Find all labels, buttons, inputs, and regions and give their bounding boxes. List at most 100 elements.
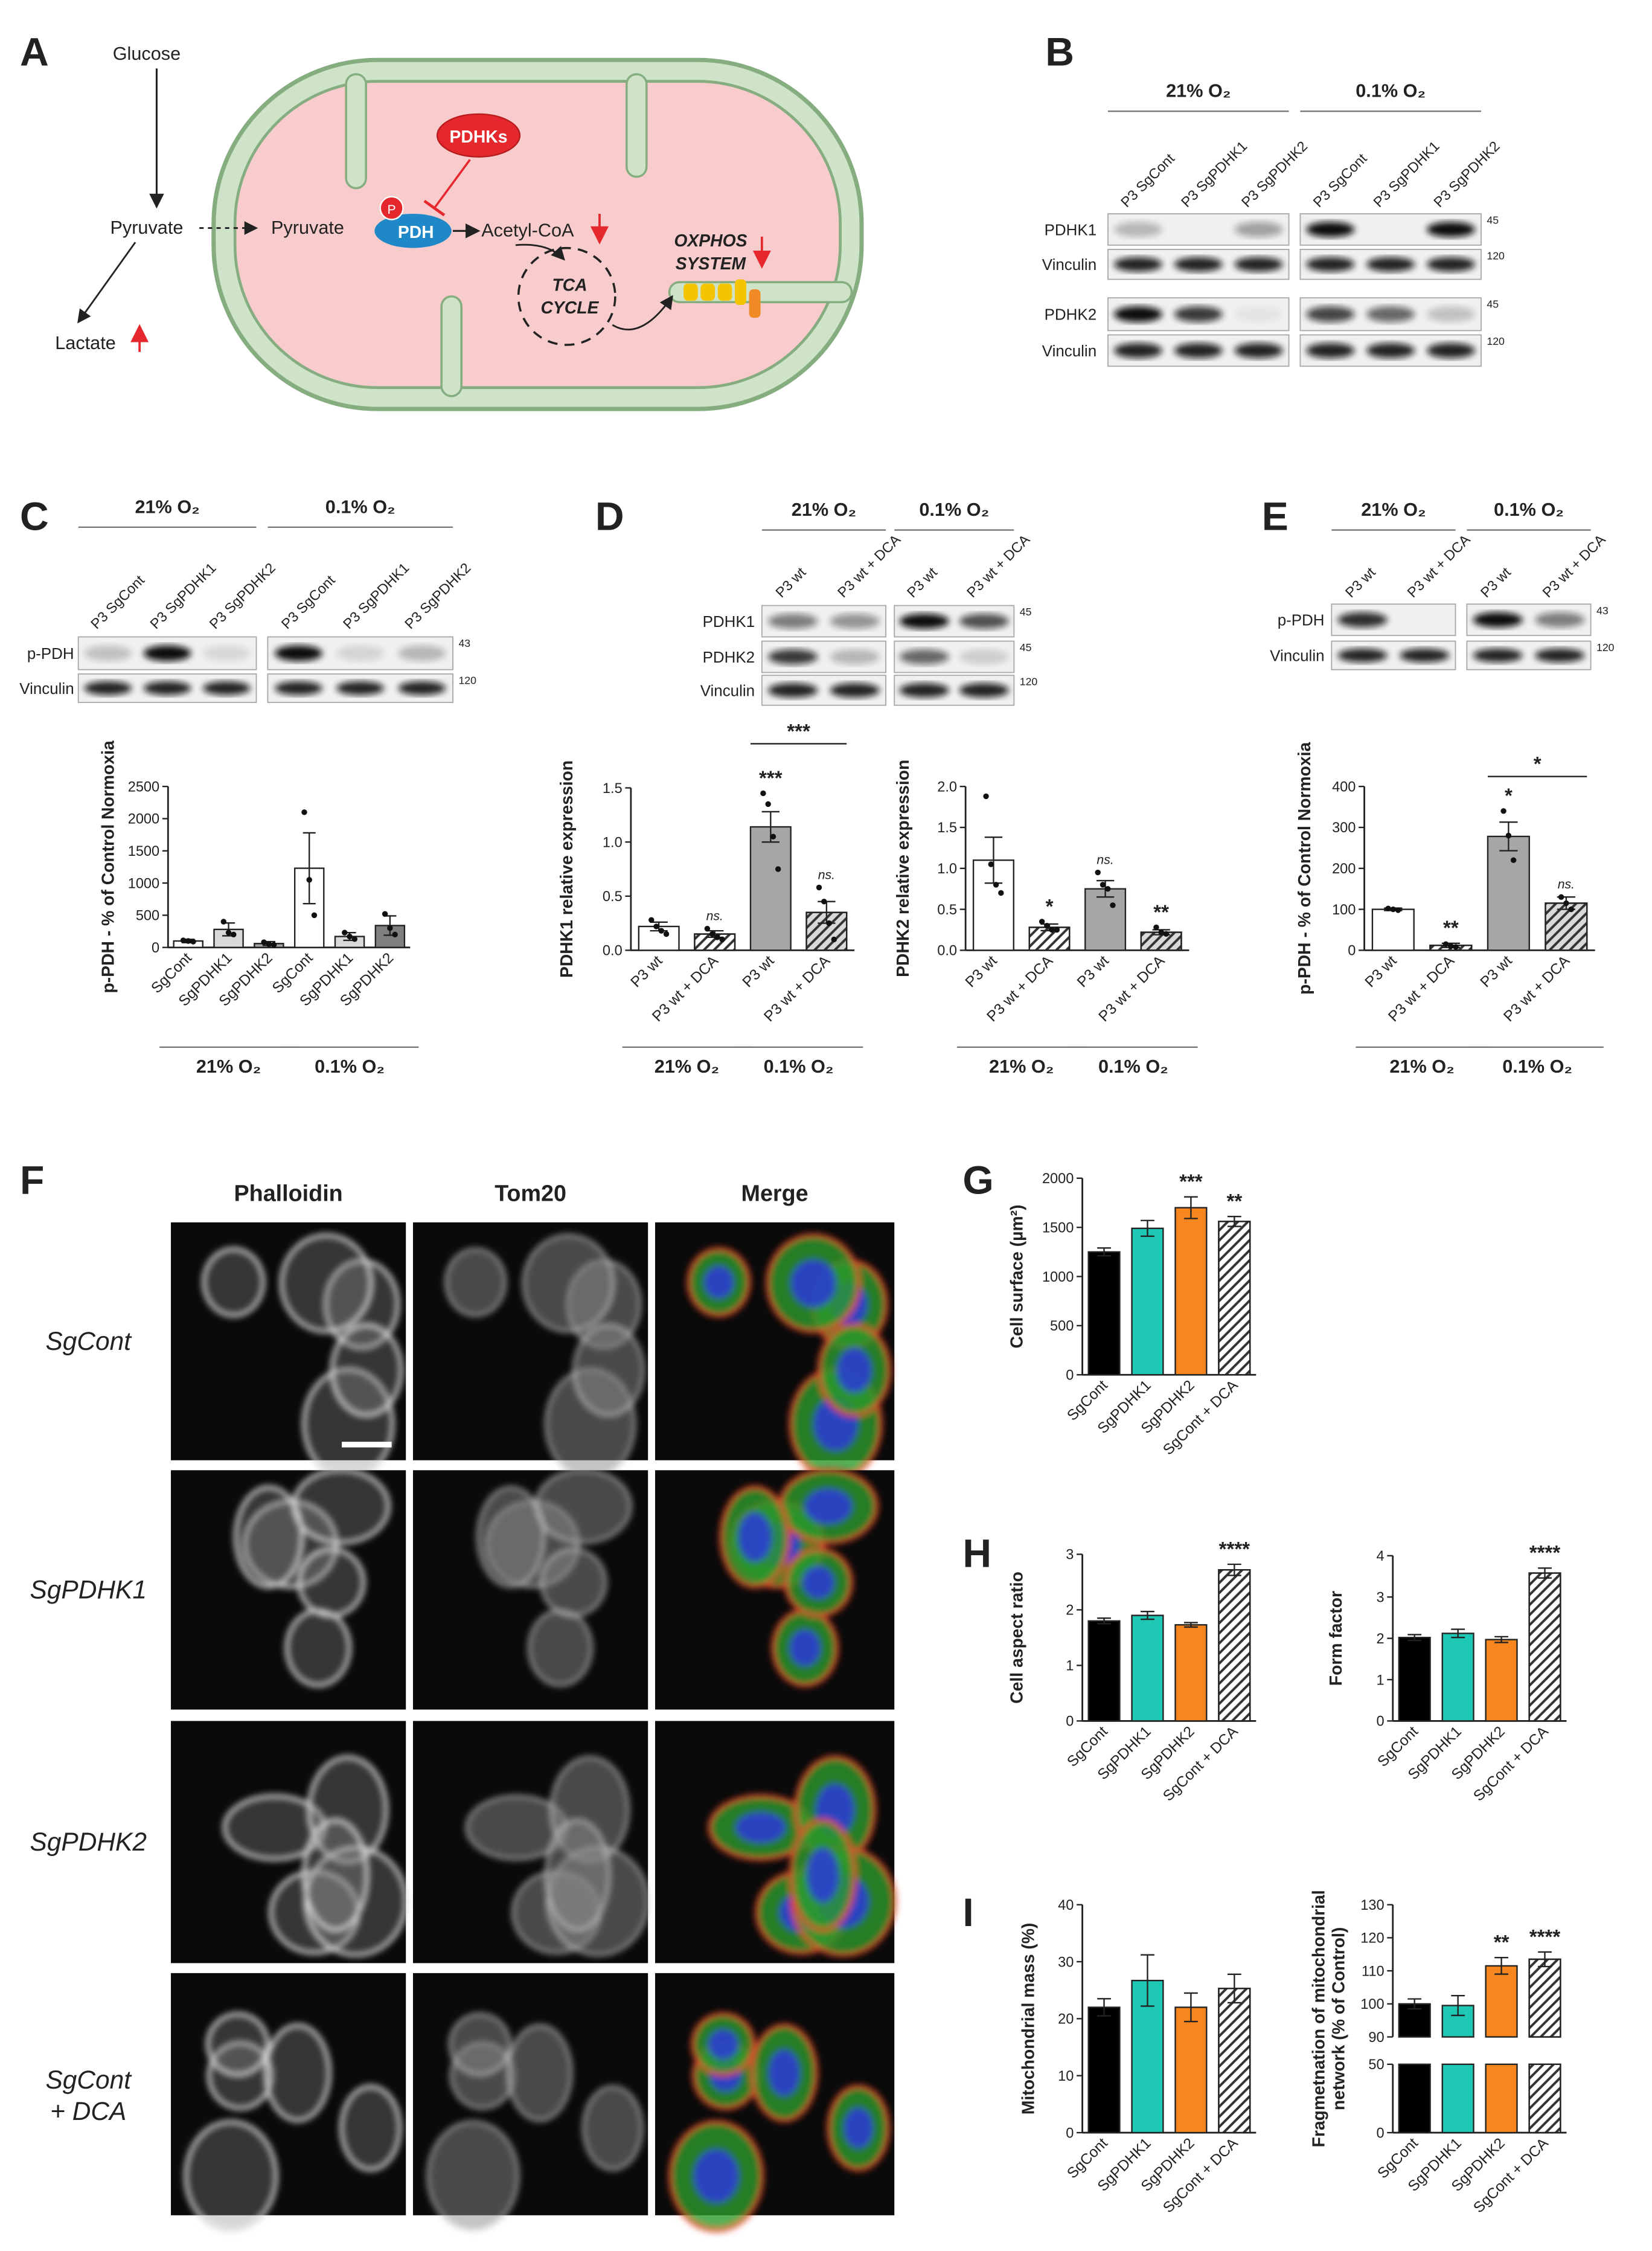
row-label: SgCont <box>45 2066 132 2094</box>
y-tick-label: 2 <box>1376 1631 1384 1646</box>
data-point <box>714 934 720 940</box>
hatch <box>1218 1221 1251 1376</box>
y-tick-label: 200 <box>1332 861 1356 876</box>
crista <box>345 73 367 190</box>
nucleus <box>693 2149 740 2203</box>
y-tick-label: 0 <box>1348 943 1356 959</box>
column-header: Phalloidin <box>234 1181 343 1206</box>
band <box>1306 342 1355 358</box>
y-tick-label: 3 <box>1376 1589 1384 1605</box>
cell-blob <box>507 2024 572 2122</box>
significance: * <box>1046 895 1054 917</box>
panel-letter: F <box>20 1158 44 1203</box>
bar <box>1131 1614 1164 1722</box>
bar <box>1441 1633 1474 1722</box>
lane-label: P3 wt <box>1478 564 1514 600</box>
band <box>1306 306 1355 323</box>
x-tick-label: P3 wt <box>1478 952 1516 991</box>
data-point <box>311 912 318 919</box>
cell-blob <box>292 1468 391 1545</box>
band <box>1234 306 1283 323</box>
y-tick-label: 0 <box>152 940 159 955</box>
hatch <box>1528 1572 1561 1722</box>
data-point <box>266 941 272 948</box>
label: CYCLE <box>540 298 599 317</box>
data-point <box>225 930 232 936</box>
band <box>1427 222 1475 237</box>
data-point <box>1500 808 1506 814</box>
data-point <box>1563 900 1569 907</box>
data-point <box>1039 919 1045 925</box>
nucleus <box>806 1848 839 1903</box>
data-point <box>1510 857 1517 863</box>
data-point <box>1100 882 1106 888</box>
band <box>1473 612 1523 628</box>
cell-blob <box>449 2013 511 2076</box>
band <box>1366 342 1415 358</box>
cells <box>466 1756 649 1956</box>
row-label: + DCA <box>50 2097 126 2125</box>
cell-blob <box>445 1248 507 1317</box>
bar <box>1087 2006 1121 2134</box>
cells <box>668 2012 891 2232</box>
y-tick-label: 0 <box>1066 1713 1074 1729</box>
panel-letter: B <box>1045 30 1074 74</box>
bar <box>1174 1207 1208 1376</box>
lane-label: P3 wt <box>1342 564 1378 600</box>
nucleus <box>735 1811 786 1844</box>
data-point <box>1095 869 1101 876</box>
significance: *** <box>787 720 810 742</box>
cells <box>687 1233 892 1481</box>
band <box>1535 612 1585 628</box>
bar <box>1398 1637 1431 1722</box>
band <box>1427 342 1475 358</box>
y-tick-label: 1.0 <box>937 861 957 876</box>
band <box>1234 342 1283 358</box>
label: OXPHOS <box>674 231 747 250</box>
y-tick-label: 1 <box>1066 1658 1074 1674</box>
label: PDH <box>398 222 434 242</box>
y-axis-label: p-PDH - % of Control Normoxia <box>98 740 118 993</box>
lane-label: P3 SgCont <box>88 572 147 632</box>
blot-header: 21% O₂ <box>1361 499 1426 520</box>
y-axis-label: PDHK1 relative expression <box>557 760 576 978</box>
x-tick-label: SgCont + DCA <box>1160 2135 1241 2217</box>
cell-blob <box>427 2121 519 2232</box>
data-point <box>1505 832 1512 839</box>
nucleus <box>738 1512 772 1562</box>
band <box>275 645 322 661</box>
y-tick-label: 500 <box>136 908 159 923</box>
y-tick-label: 3 <box>1066 1547 1074 1562</box>
y-axis-label: PDHK2 relative expression <box>893 760 912 977</box>
nucleus <box>703 1265 734 1299</box>
y-tick-label: 300 <box>1332 820 1356 835</box>
band <box>84 681 132 695</box>
data-point <box>306 877 312 883</box>
lane-label: P3 wt + DCA <box>834 531 903 600</box>
bar <box>749 826 792 951</box>
y-tick-label: 0 <box>1376 2125 1384 2140</box>
pdhks-shape <box>436 113 521 158</box>
bar <box>1084 888 1127 951</box>
mw-label: 120 <box>1487 249 1505 262</box>
mw-label: 45 <box>1020 641 1032 653</box>
band <box>899 614 949 629</box>
significance: **** <box>1529 1541 1561 1564</box>
bar <box>1487 835 1530 951</box>
y-tick-label: 400 <box>1332 779 1356 794</box>
group-label: 0.1% O₂ <box>764 1056 834 1077</box>
band <box>275 681 322 695</box>
y-tick-label: 110 <box>1362 1963 1385 1979</box>
row-label: SgCont <box>45 1327 132 1355</box>
cell-blob <box>522 1234 615 1332</box>
data-point <box>1163 931 1170 937</box>
data-point <box>1453 944 1459 950</box>
row-label: SgPDHK2 <box>30 1828 147 1856</box>
group-label: 21% O₂ <box>989 1056 1054 1077</box>
band <box>1113 306 1162 323</box>
row-label: Vinculin <box>19 681 74 698</box>
mw-label: 120 <box>458 674 476 686</box>
data-point <box>760 790 766 797</box>
y-tick-label: 1.0 <box>603 834 623 850</box>
x-tick-label: SgCont + DCA <box>1470 2135 1552 2217</box>
